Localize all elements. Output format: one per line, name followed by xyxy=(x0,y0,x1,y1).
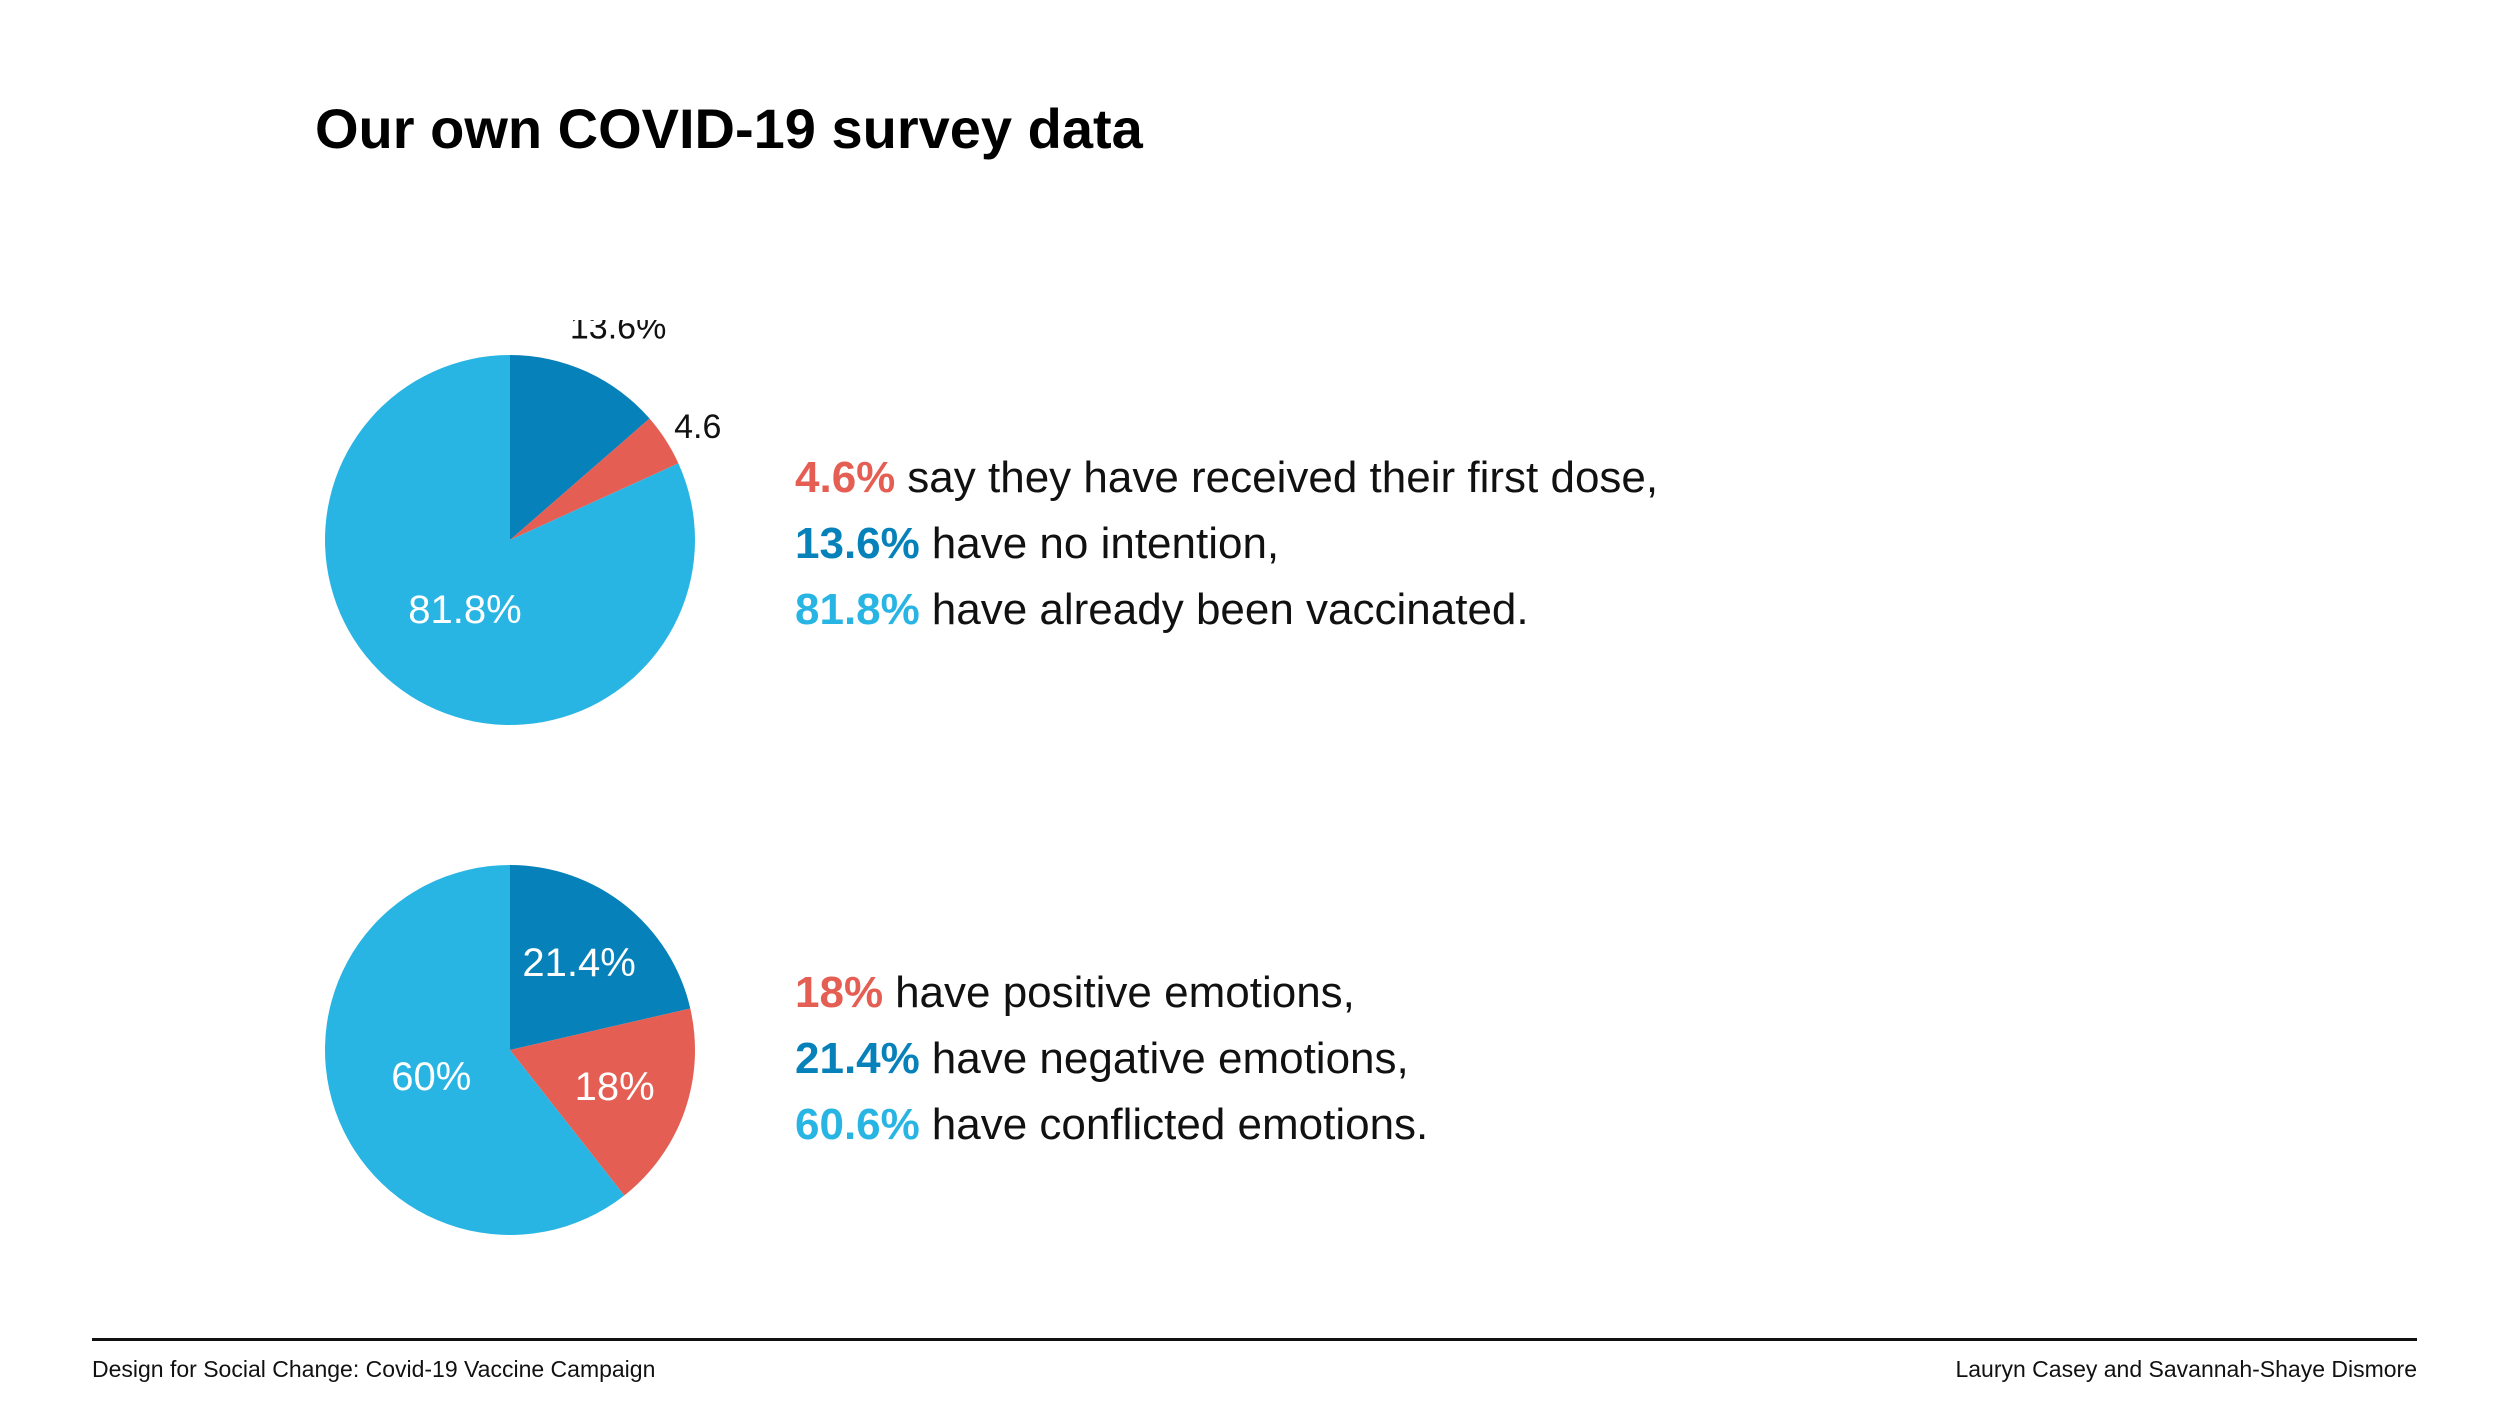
pie-slice xyxy=(324,864,625,1235)
statement-text: have positive emotions, xyxy=(895,968,1355,1017)
statement-text: have already been vaccinated. xyxy=(931,585,1529,634)
pie-slice xyxy=(510,355,650,540)
pie-slice xyxy=(510,1008,696,1196)
statement-vaccinated: 81.8% have already been vaccinated. xyxy=(795,577,1658,643)
statement-conflicted: 60.6% have conflicted emotions. xyxy=(795,1092,1428,1158)
emotion-statements: 18% have positive emotions, 21.4% have neg… xyxy=(795,960,1428,1158)
pie-chart-vaccination-status: 13.6% 4.6% 81.8% xyxy=(325,320,720,725)
statement-pct: 13.6% xyxy=(795,519,920,568)
statement-text: have no intention, xyxy=(931,519,1280,568)
pie-slice xyxy=(510,865,691,1050)
vaccination-statements: 4.6% say they have received their first d… xyxy=(795,445,1658,643)
pie-slice-label: 18% xyxy=(575,1065,655,1109)
footer-divider xyxy=(92,1338,2417,1341)
statement-no-intention: 13.6% have no intention, xyxy=(795,511,1658,577)
statement-negative: 21.4% have negative emotions, xyxy=(795,1026,1428,1092)
statement-pct: 18% xyxy=(795,968,884,1017)
pie-slice-label: 13.6% xyxy=(570,320,666,346)
statement-text: say they have received their first dose, xyxy=(907,453,1659,502)
page-title: Our own COVID-19 survey data xyxy=(315,97,1143,160)
statement-pct: 60.6% xyxy=(795,1100,920,1149)
statement-pct: 81.8% xyxy=(795,585,920,634)
statement-positive: 18% have positive emotions, xyxy=(795,960,1428,1026)
statement-text: have negative emotions, xyxy=(931,1034,1409,1083)
pie-slice-label: 60% xyxy=(391,1055,471,1099)
statement-text: have conflicted emotions. xyxy=(931,1100,1429,1149)
statement-pct: 4.6% xyxy=(795,453,896,502)
footer-authors: Lauryn Casey and Savannah-Shaye Dismore xyxy=(1955,1356,2417,1382)
statement-first-dose: 4.6% say they have received their first d… xyxy=(795,445,1658,511)
footer-course-title: Design for Social Change: Covid-19 Vacci… xyxy=(92,1356,656,1382)
pie-chart-emotions: 21.4% 18% 60% xyxy=(324,864,696,1235)
pie-slice-label: 4.6% xyxy=(674,408,720,446)
statement-pct: 21.4% xyxy=(795,1034,920,1083)
pie-slice-label: 81.8% xyxy=(408,588,521,632)
pie-slice xyxy=(325,355,696,725)
pie-slice-label: 21.4% xyxy=(522,941,635,985)
pie-slice xyxy=(510,418,679,540)
